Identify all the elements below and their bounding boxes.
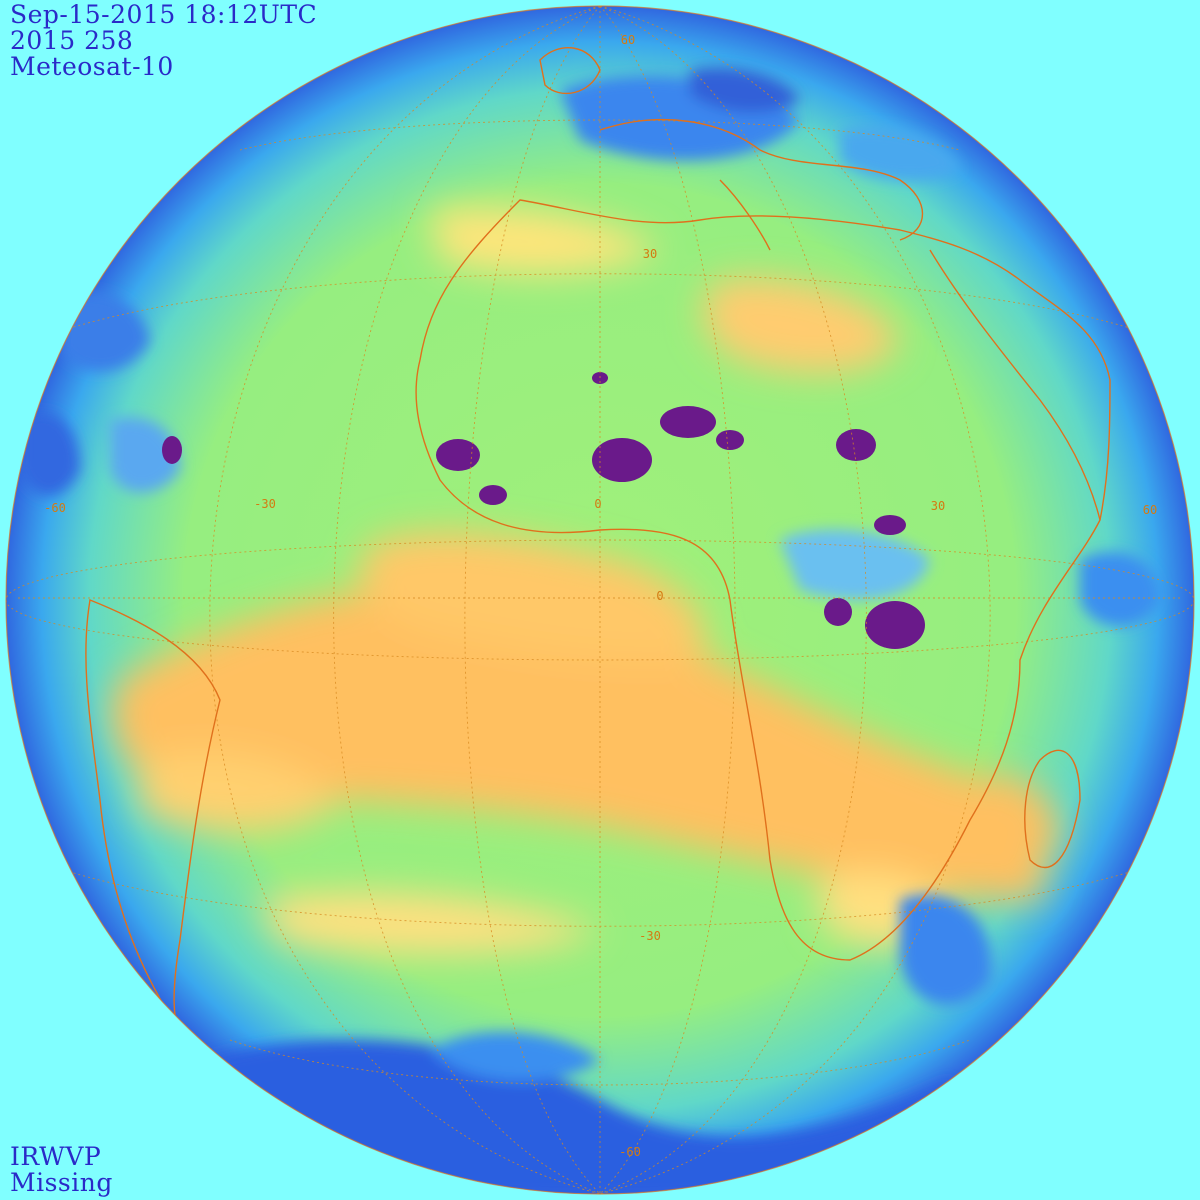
lon-label-30e: 30 (931, 499, 945, 513)
grid-labels: 60 30 0 -30 -60 -60 -30 0 30 60 (44, 33, 1157, 1159)
convective-cell (836, 429, 876, 461)
lat-label-60s: -60 (619, 1145, 641, 1159)
lon-label-60w: -60 (44, 501, 66, 515)
product-name: IRWVP (10, 1142, 102, 1171)
lat-label-equator: 0 (656, 589, 663, 603)
convective-cell (865, 601, 925, 649)
lat-label-30n: 30 (643, 247, 657, 261)
convective-cell (436, 439, 480, 471)
lon-label-60e: 60 (1143, 503, 1157, 517)
convective-cell (162, 436, 182, 464)
lon-label-30w: -30 (254, 497, 276, 511)
europe-coast (599, 118, 924, 241)
africa-coast (415, 199, 1111, 961)
convective-cell (479, 485, 507, 505)
lat-label-30s: -30 (639, 929, 661, 943)
product-status: Missing (10, 1168, 113, 1197)
convective-cell (874, 515, 906, 535)
image-datetime: Sep-15-2015 18:12UTC (10, 0, 318, 29)
image-julian-date: 2015 258 (10, 26, 134, 55)
british-isles-coast (539, 46, 601, 95)
deep-convection-cells (162, 372, 925, 649)
lat-label-60n: 60 (621, 33, 635, 47)
convective-cell (716, 430, 744, 450)
lat-lon-grid (6, 6, 1194, 1194)
convective-cell (660, 406, 716, 438)
convective-cell (592, 438, 652, 482)
madagascar-coast (1024, 749, 1081, 869)
earth-limb (5, 5, 1195, 1195)
convective-cell (824, 598, 852, 626)
italy-coast (719, 179, 771, 251)
satellite-name: Meteosat-10 (10, 52, 174, 81)
lon-label-0: 0 (594, 497, 601, 511)
red-sea-coast (929, 249, 1101, 521)
